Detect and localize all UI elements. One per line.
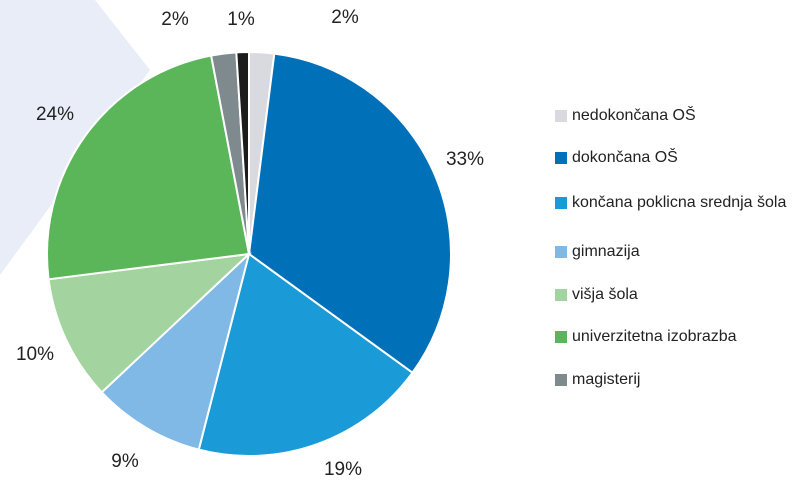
data-label: 9% <box>111 451 139 472</box>
legend-swatch <box>555 246 567 258</box>
pie-slice <box>100 250 251 451</box>
data-label: 33% <box>446 149 484 170</box>
data-label: 24% <box>36 104 74 125</box>
legend-swatch <box>555 197 567 209</box>
legend-label: končana poklicna srednja šola <box>572 194 787 211</box>
legend-entry: univerzitetna izobrazba <box>555 323 790 350</box>
legend-label: nedokončana OŠ <box>572 107 696 124</box>
pie-slice <box>235 50 250 255</box>
legend-entry: nedokončana OŠ <box>555 102 790 129</box>
legend-label: gimnazija <box>572 243 640 260</box>
data-label: 1% <box>227 9 255 30</box>
data-label: 2% <box>161 9 189 30</box>
legend-entry: magisterij <box>555 366 790 393</box>
pie-slice <box>47 252 252 394</box>
legend-entry: dokončana OŠ <box>555 144 790 171</box>
pie-slice <box>46 54 251 281</box>
legend-label: magisterij <box>572 371 641 388</box>
legend-swatch <box>555 152 567 164</box>
legend-entry: gimnazija <box>555 238 790 265</box>
legend-label: višja šola <box>572 286 638 303</box>
pie-slice <box>197 252 414 457</box>
data-label: 2% <box>331 7 359 28</box>
legend-swatch <box>555 289 567 301</box>
data-label: 19% <box>324 459 362 480</box>
legend-entry: končana poklicna srednja šola <box>555 189 790 216</box>
legend-label: dokončana OŠ <box>572 149 678 166</box>
legend-label: univerzitetna izobrazba <box>572 328 737 345</box>
background-shape <box>0 0 150 275</box>
data-label: 10% <box>16 344 54 365</box>
legend-swatch <box>555 374 567 386</box>
legend-entry: višja šola <box>555 281 790 308</box>
pie-slice <box>247 52 452 375</box>
legend-swatch <box>555 331 567 343</box>
legend-swatch <box>555 110 567 122</box>
